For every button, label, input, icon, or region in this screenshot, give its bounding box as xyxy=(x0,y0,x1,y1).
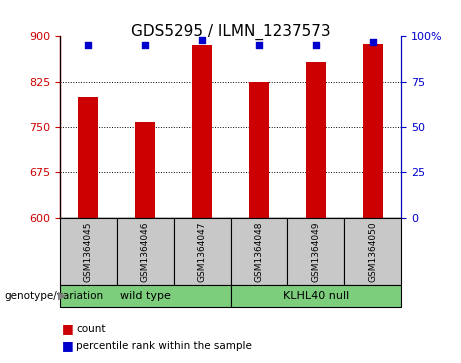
Point xyxy=(369,39,376,45)
Point xyxy=(85,42,92,48)
Text: count: count xyxy=(76,323,106,334)
Bar xyxy=(78,97,98,218)
Bar xyxy=(249,82,269,218)
Text: GSM1364045: GSM1364045 xyxy=(84,221,93,282)
Point xyxy=(142,42,149,48)
Text: ▶: ▶ xyxy=(58,291,66,301)
Bar xyxy=(192,45,212,218)
Text: GSM1364048: GSM1364048 xyxy=(254,221,263,282)
Text: percentile rank within the sample: percentile rank within the sample xyxy=(76,340,252,351)
Bar xyxy=(363,44,383,218)
Text: GSM1364046: GSM1364046 xyxy=(141,221,150,282)
Text: wild type: wild type xyxy=(120,291,171,301)
Point xyxy=(255,42,263,48)
Point xyxy=(198,37,206,43)
Text: genotype/variation: genotype/variation xyxy=(5,291,104,301)
Bar xyxy=(306,62,326,218)
Text: KLHL40 null: KLHL40 null xyxy=(283,291,349,301)
Text: GSM1364049: GSM1364049 xyxy=(311,221,320,282)
Bar xyxy=(135,122,155,218)
Text: GSM1364047: GSM1364047 xyxy=(198,221,207,282)
Point xyxy=(312,42,319,48)
Text: GSM1364050: GSM1364050 xyxy=(368,221,377,282)
Text: GDS5295 / ILMN_1237573: GDS5295 / ILMN_1237573 xyxy=(130,24,331,40)
Text: ■: ■ xyxy=(62,322,74,335)
Text: ■: ■ xyxy=(62,339,74,352)
